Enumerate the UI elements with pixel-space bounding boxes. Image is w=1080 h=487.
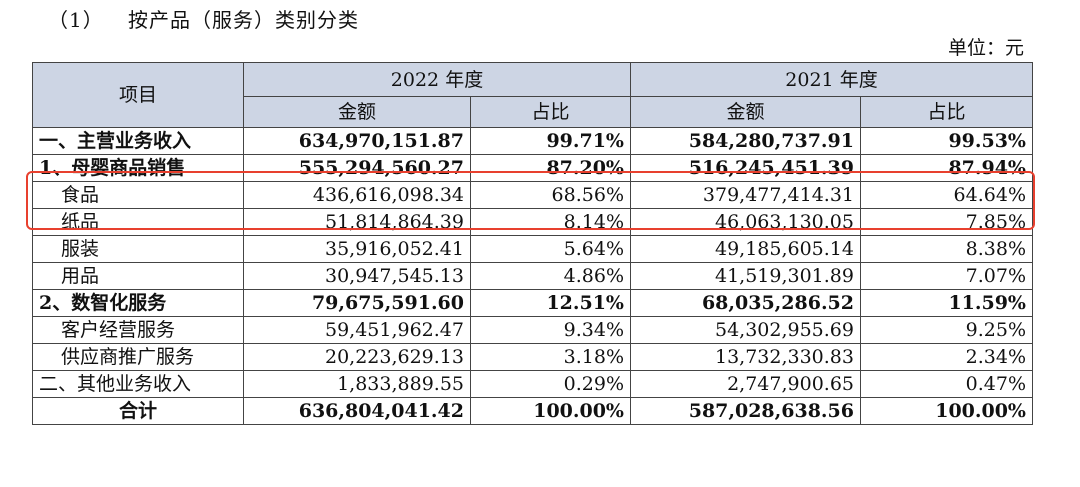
row-label: 2、数智化服务: [32, 289, 244, 317]
table-row: 服装 35,916,052.41 5.64% 49,185,605.14 8.38%: [32, 235, 1033, 263]
ratio-2021: 9.25%: [860, 316, 1033, 344]
amount-2022: 634,970,151.87: [243, 127, 471, 155]
amount-2022: 20,223,629.13: [243, 343, 471, 371]
section-heading: （1） 按产品（服务）类别分类: [48, 4, 359, 33]
ratio-2022: 68.56%: [470, 181, 631, 209]
section-title: 按产品（服务）类别分类: [128, 8, 359, 32]
header-year-2021: 2021 年度: [630, 62, 1033, 97]
section-number: （1）: [48, 8, 104, 32]
ratio-2021: 99.53%: [860, 127, 1033, 155]
table-row: 二、其他业务收入 1,833,889.55 0.29% 2,747,900.65 0.4…: [32, 370, 1033, 398]
amount-2022: 59,451,962.47: [243, 316, 471, 344]
row-label: 纸品: [32, 208, 244, 236]
header-ratio-2022: 占比: [470, 96, 631, 128]
row-label: 供应商推广服务: [32, 343, 244, 371]
ratio-2022: 0.29%: [470, 370, 631, 398]
table-row: 客户经营服务 59,451,962.47 9.34% 54,302,955.69 9.2…: [32, 316, 1033, 344]
ratio-2022: 9.34%: [470, 316, 631, 344]
row-label: 客户经营服务: [32, 316, 244, 344]
table-row: 2、数智化服务 79,675,591.60 12.51% 68,035,286.52 1…: [32, 289, 1033, 317]
row-label: 二、其他业务收入: [32, 370, 244, 398]
row-label: 用品: [32, 262, 244, 290]
ratio-2022: 8.14%: [470, 208, 631, 236]
ratio-2021: 100.00%: [860, 397, 1033, 425]
amount-2022: 555,294,560.27: [243, 154, 471, 182]
row-label: 1、母婴商品销售: [32, 154, 244, 182]
amount-2022: 51,814,864.39: [243, 208, 471, 236]
amount-2021: 54,302,955.69: [630, 316, 861, 344]
ratio-2022: 5.64%: [470, 235, 631, 263]
table-row: 用品 30,947,545.13 4.86% 41,519,301.89 7.07%: [32, 262, 1033, 290]
header-year-2022: 2022 年度: [243, 62, 631, 97]
ratio-2021: 2.34%: [860, 343, 1033, 371]
ratio-2022: 4.86%: [470, 262, 631, 290]
ratio-2022: 3.18%: [470, 343, 631, 371]
amount-2021: 68,035,286.52: [630, 289, 861, 317]
amount-2021: 46,063,130.05: [630, 208, 861, 236]
unit-label: 单位：元: [947, 37, 1024, 59]
header-ratio-2021: 占比: [860, 96, 1033, 128]
table-row: 供应商推广服务 20,223,629.13 3.18% 13,732,330.83 2.…: [32, 343, 1033, 371]
ratio-2022: 99.71%: [470, 127, 631, 155]
amount-2021: 13,732,330.83: [630, 343, 861, 371]
table-row: 纸品 51,814,864.39 8.14% 46,063,130.05 7.85%: [32, 208, 1033, 236]
ratio-2021: 7.07%: [860, 262, 1033, 290]
ratio-2021: 11.59%: [860, 289, 1033, 317]
header-item: 项目: [32, 62, 244, 128]
ratio-2022: 100.00%: [470, 397, 631, 425]
amount-2022: 79,675,591.60: [243, 289, 471, 317]
row-label: 服装: [32, 235, 244, 263]
ratio-2022: 87.20%: [470, 154, 631, 182]
table-row: 1、母婴商品销售 555,294,560.27 87.20% 516,245,451.…: [32, 154, 1033, 182]
row-label: 食品: [32, 181, 244, 209]
table-row: 一、主营业务收入 634,970,151.87 99.71% 584,280,737.…: [32, 127, 1033, 155]
amount-2021: 584,280,737.91: [630, 127, 861, 155]
amount-2021: 379,477,414.31: [630, 181, 861, 209]
ratio-2021: 64.64%: [860, 181, 1033, 209]
amount-2022: 636,804,041.42: [243, 397, 471, 425]
amount-2021: 2,747,900.65: [630, 370, 861, 398]
amount-2022: 35,916,052.41: [243, 235, 471, 263]
amount-2021: 516,245,451.39: [630, 154, 861, 182]
amount-2022: 1,833,889.55: [243, 370, 471, 398]
header-amount-2022: 金额: [243, 96, 471, 128]
ratio-2022: 12.51%: [470, 289, 631, 317]
row-label: 一、主营业务收入: [32, 127, 244, 155]
table-row: 食品 436,616,098.34 68.56% 379,477,414.31 64.6…: [32, 181, 1033, 209]
amount-2021: 587,028,638.56: [630, 397, 861, 425]
ratio-2021: 7.85%: [860, 208, 1033, 236]
ratio-2021: 0.47%: [860, 370, 1033, 398]
row-label: 合计: [32, 397, 244, 425]
ratio-2021: 8.38%: [860, 235, 1033, 263]
amount-2022: 30,947,545.13: [243, 262, 471, 290]
table-body: 一、主营业务收入 634,970,151.87 99.71% 584,280,737.…: [32, 127, 1033, 425]
ratio-2021: 87.94%: [860, 154, 1033, 182]
header-amount-2021: 金额: [630, 96, 861, 128]
amount-2022: 436,616,098.34: [243, 181, 471, 209]
table-row: 合计 636,804,041.42 100.00% 587,028,638.56 100…: [32, 397, 1033, 425]
amount-2021: 49,185,605.14: [630, 235, 861, 263]
amount-2021: 41,519,301.89: [630, 262, 861, 290]
revenue-table: 项目 2022 年度 2021 年度 金额 占比 金额 占比 一、主营业务收入 6…: [32, 62, 1033, 425]
